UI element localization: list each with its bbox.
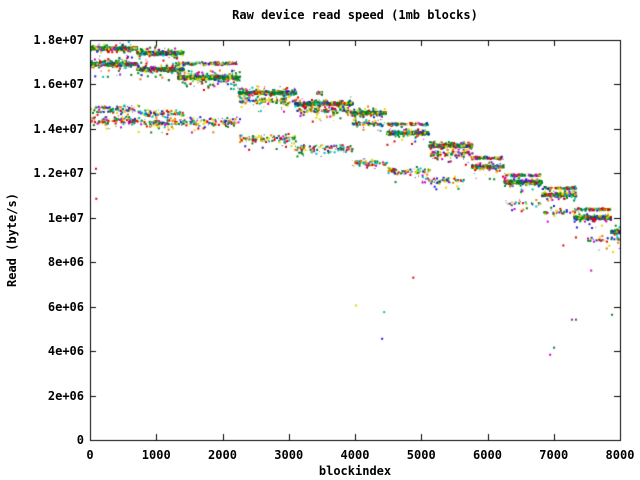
x-tick-label-6000: 6000 <box>473 448 502 462</box>
y-tick-label-2000000: 2e+06 <box>47 388 84 403</box>
x-tick-label-2000: 2000 <box>208 448 237 462</box>
x-tick-label-1000: 1000 <box>141 448 171 462</box>
x-tick-label-3000: 3000 <box>274 448 304 462</box>
y-tick-label-16000000: 1.6e+07 <box>33 77 84 92</box>
x-tick-label-7000: 7000 <box>539 448 569 462</box>
chart-title: Raw device read speed (1mb blocks) <box>232 8 478 22</box>
y-tick-label-10000000: 1e+07 <box>47 210 84 225</box>
x-tick-label-8000: 8000 <box>605 448 635 462</box>
x-tick-label-4000: 4000 <box>340 448 370 462</box>
y-tick-label-0: 0 <box>76 433 84 447</box>
x-axis-label: blockindex <box>318 464 392 478</box>
y-tick-label-8000000: 8e+06 <box>47 255 84 270</box>
x-tick-label-5000: 5000 <box>406 448 436 462</box>
y-tick-label-14000000: 1.4e+07 <box>33 121 84 136</box>
x-tick-label-0: 0 <box>86 448 94 462</box>
y-tick-label-6000000: 6e+06 <box>47 299 84 314</box>
y-tick-label-4000000: 4e+06 <box>47 344 84 359</box>
y-axis-label: Read (byte/s) <box>5 193 19 287</box>
y-tick-label-12000000: 1.2e+07 <box>33 166 84 181</box>
y-tick-label-18000000: 1.8e+07 <box>33 33 84 47</box>
